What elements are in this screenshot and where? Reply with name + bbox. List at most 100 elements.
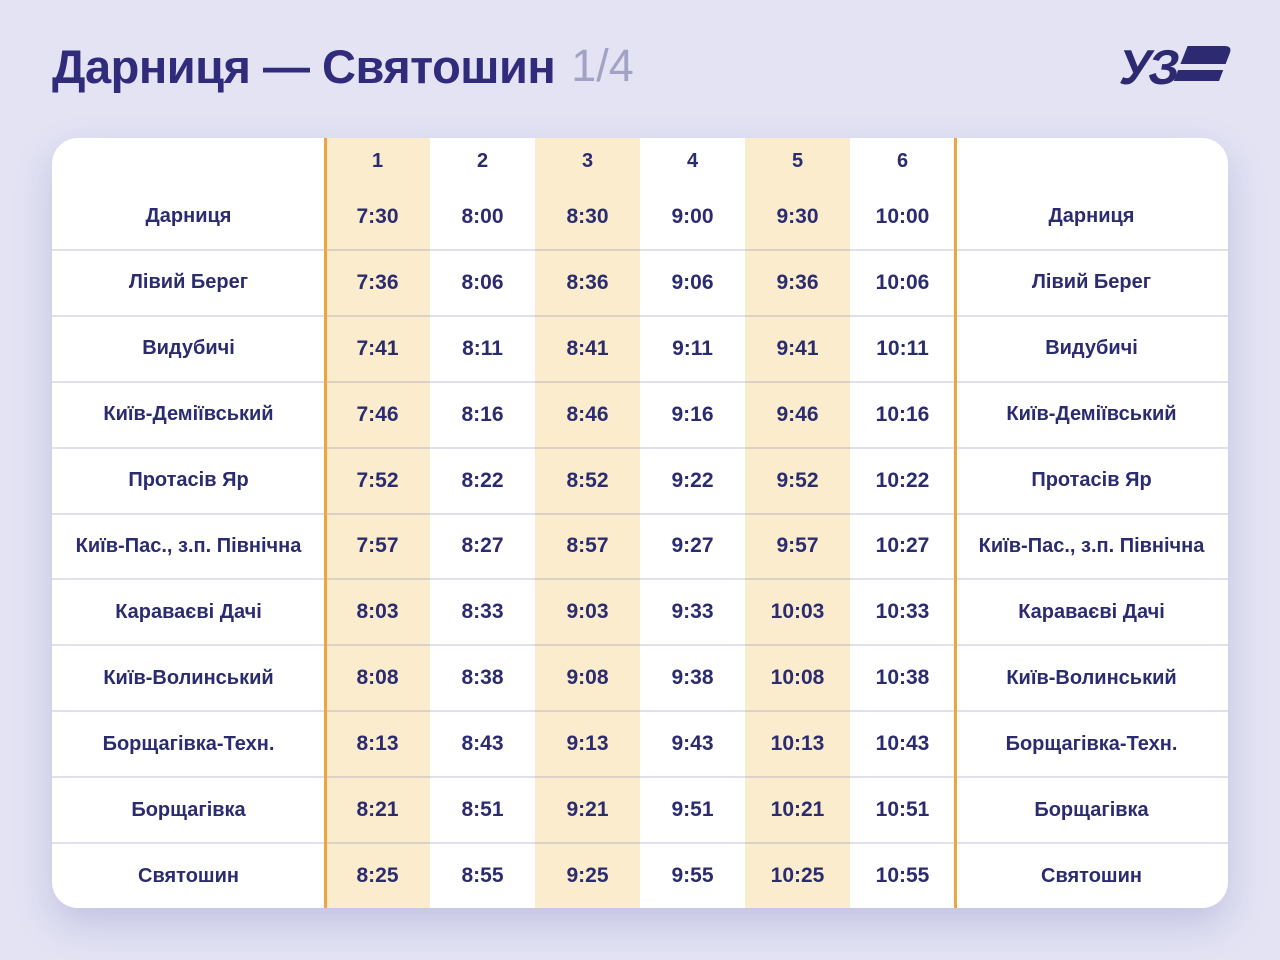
station-name-left: Київ-Пас., з.п. Північна xyxy=(75,534,302,557)
time-cell: 8:41 xyxy=(566,336,609,360)
time-cell: 7:36 xyxy=(356,270,399,294)
time-cell: 8:00 xyxy=(461,204,504,228)
time-cell: 10:22 xyxy=(875,468,930,492)
time-cell: 9:08 xyxy=(566,666,609,690)
highlight-band-1 xyxy=(325,138,430,908)
time-cell: 8:06 xyxy=(461,270,504,294)
page-indicator: 1/4 xyxy=(571,40,634,91)
time-cell: 10:06 xyxy=(875,270,930,294)
time-cell: 9:46 xyxy=(776,402,819,426)
time-cell: 9:30 xyxy=(776,204,819,228)
table-row: Протасів Яр 7:52 8:22 8:52 9:22 9:52 10:22 Прот… xyxy=(52,446,1228,513)
time-cell: 7:46 xyxy=(356,402,399,426)
time-cell: 8:13 xyxy=(356,732,399,756)
orange-divider-left xyxy=(324,138,327,908)
table-row: Видубичі 7:41 8:11 8:41 9:11 9:41 10:11 Видубич… xyxy=(52,314,1228,381)
time-cell: 9:16 xyxy=(671,402,714,426)
time-cell: 9:38 xyxy=(671,666,714,690)
column-number: 6 xyxy=(896,150,909,172)
time-cell: 7:57 xyxy=(356,534,399,558)
highlight-band-5 xyxy=(745,138,850,908)
time-cell: 9:52 xyxy=(776,468,819,492)
time-cell: 8:36 xyxy=(566,270,609,294)
column-number: 2 xyxy=(476,150,489,172)
station-name-right: Протасів Яр xyxy=(1031,469,1152,492)
time-cell: 8:51 xyxy=(461,798,504,822)
station-name-right: Лівий Берег xyxy=(1031,271,1152,294)
time-cell: 8:55 xyxy=(461,864,504,888)
station-name-left: Дарниця xyxy=(145,205,232,228)
column-number: 1 xyxy=(371,150,384,172)
station-name-right: Борщагівка xyxy=(1034,798,1149,821)
station-name-right: Видубичі xyxy=(1045,337,1138,360)
time-cell: 10:51 xyxy=(875,798,930,822)
time-cell: 8:03 xyxy=(356,600,399,624)
time-cell: 8:08 xyxy=(356,666,399,690)
time-cell: 9:55 xyxy=(671,864,714,888)
station-name-right: Святошин xyxy=(1041,864,1142,887)
column-number: 3 xyxy=(581,150,594,172)
station-name-left: Борщагівка-Техн. xyxy=(102,732,275,755)
time-cell: 10:08 xyxy=(770,666,825,690)
table-row: Київ-Пас., з.п. Північна 7:57 8:27 8:57 9:27… xyxy=(52,512,1228,579)
time-cell: 10:13 xyxy=(770,732,825,756)
time-cell: 8:38 xyxy=(461,666,504,690)
time-cell: 9:13 xyxy=(566,732,609,756)
orange-divider-right xyxy=(954,138,957,908)
time-cell: 9:43 xyxy=(671,732,714,756)
time-cell: 7:41 xyxy=(356,336,399,360)
time-cell: 9:51 xyxy=(671,798,714,822)
station-name-right: Караваєві Дачі xyxy=(1018,600,1165,623)
page-header: Дарниця — Святошин 1/4 УЗ xyxy=(52,34,1232,98)
station-name-left: Лівий Берег xyxy=(128,271,249,294)
table-row: Дарниця 7:30 8:00 8:30 9:00 9:30 10:00 Дарниця xyxy=(52,185,1228,249)
time-cell: 9:57 xyxy=(776,534,819,558)
time-cell: 9:33 xyxy=(671,600,714,624)
time-cell: 9:25 xyxy=(566,864,609,888)
time-cell: 8:22 xyxy=(461,468,504,492)
time-cell: 9:21 xyxy=(566,798,609,822)
table-row: Борщагівка-Техн. 8:13 8:43 9:13 9:43 10:13 10:… xyxy=(52,710,1228,776)
time-cell: 9:36 xyxy=(776,270,819,294)
time-cell: 7:52 xyxy=(356,468,399,492)
time-cell: 8:16 xyxy=(461,402,504,426)
time-cell: 8:25 xyxy=(356,864,399,888)
highlight-band-3 xyxy=(535,138,640,908)
time-cell: 10:00 xyxy=(875,204,930,228)
station-name-left: Київ-Волинський xyxy=(103,666,274,689)
time-cell: 10:33 xyxy=(875,600,930,624)
time-cell: 10:55 xyxy=(875,864,930,888)
svg-text:УЗ: УЗ xyxy=(1116,40,1183,94)
table-row: Борщагівка 8:21 8:51 9:21 9:51 10:21 10:51 Борщ… xyxy=(52,776,1228,842)
uz-logo-icon: УЗ xyxy=(1116,40,1231,94)
column-number: 5 xyxy=(791,150,804,172)
station-name-right: Дарниця xyxy=(1048,205,1135,228)
time-cell: 9:11 xyxy=(672,336,713,360)
time-cell: 10:43 xyxy=(875,732,930,756)
time-cell: 9:00 xyxy=(671,204,714,228)
station-name-right: Київ-Волинський xyxy=(1006,666,1177,689)
time-cell: 10:38 xyxy=(875,666,930,690)
time-cell: 9:41 xyxy=(776,336,819,360)
time-cell: 10:21 xyxy=(770,798,825,822)
station-name-left: Київ-Деміївський xyxy=(103,403,274,426)
time-cell: 8:27 xyxy=(461,534,504,558)
time-cell: 8:11 xyxy=(462,336,503,360)
time-cell: 10:11 xyxy=(876,336,929,360)
time-cell: 7:30 xyxy=(356,204,399,228)
column-number: 4 xyxy=(686,150,699,172)
time-cell: 8:52 xyxy=(566,468,609,492)
station-name-right: Київ-Пас., з.п. Північна xyxy=(978,534,1205,557)
station-name-left: Святошин xyxy=(138,864,239,887)
table-row: Київ-Деміївський 7:46 8:16 8:46 9:16 9:46 10:1… xyxy=(52,380,1228,447)
time-cell: 9:22 xyxy=(671,468,714,492)
time-cell: 8:57 xyxy=(566,534,609,558)
table-row: Київ-Волинський 8:08 8:38 9:08 9:38 10:08 10:3… xyxy=(52,644,1228,710)
time-cell: 9:27 xyxy=(671,534,714,558)
time-cell: 9:06 xyxy=(671,270,714,294)
station-name-left: Протасів Яр xyxy=(128,469,249,492)
time-cell: 9:03 xyxy=(566,600,609,624)
time-cell: 8:46 xyxy=(566,402,609,426)
